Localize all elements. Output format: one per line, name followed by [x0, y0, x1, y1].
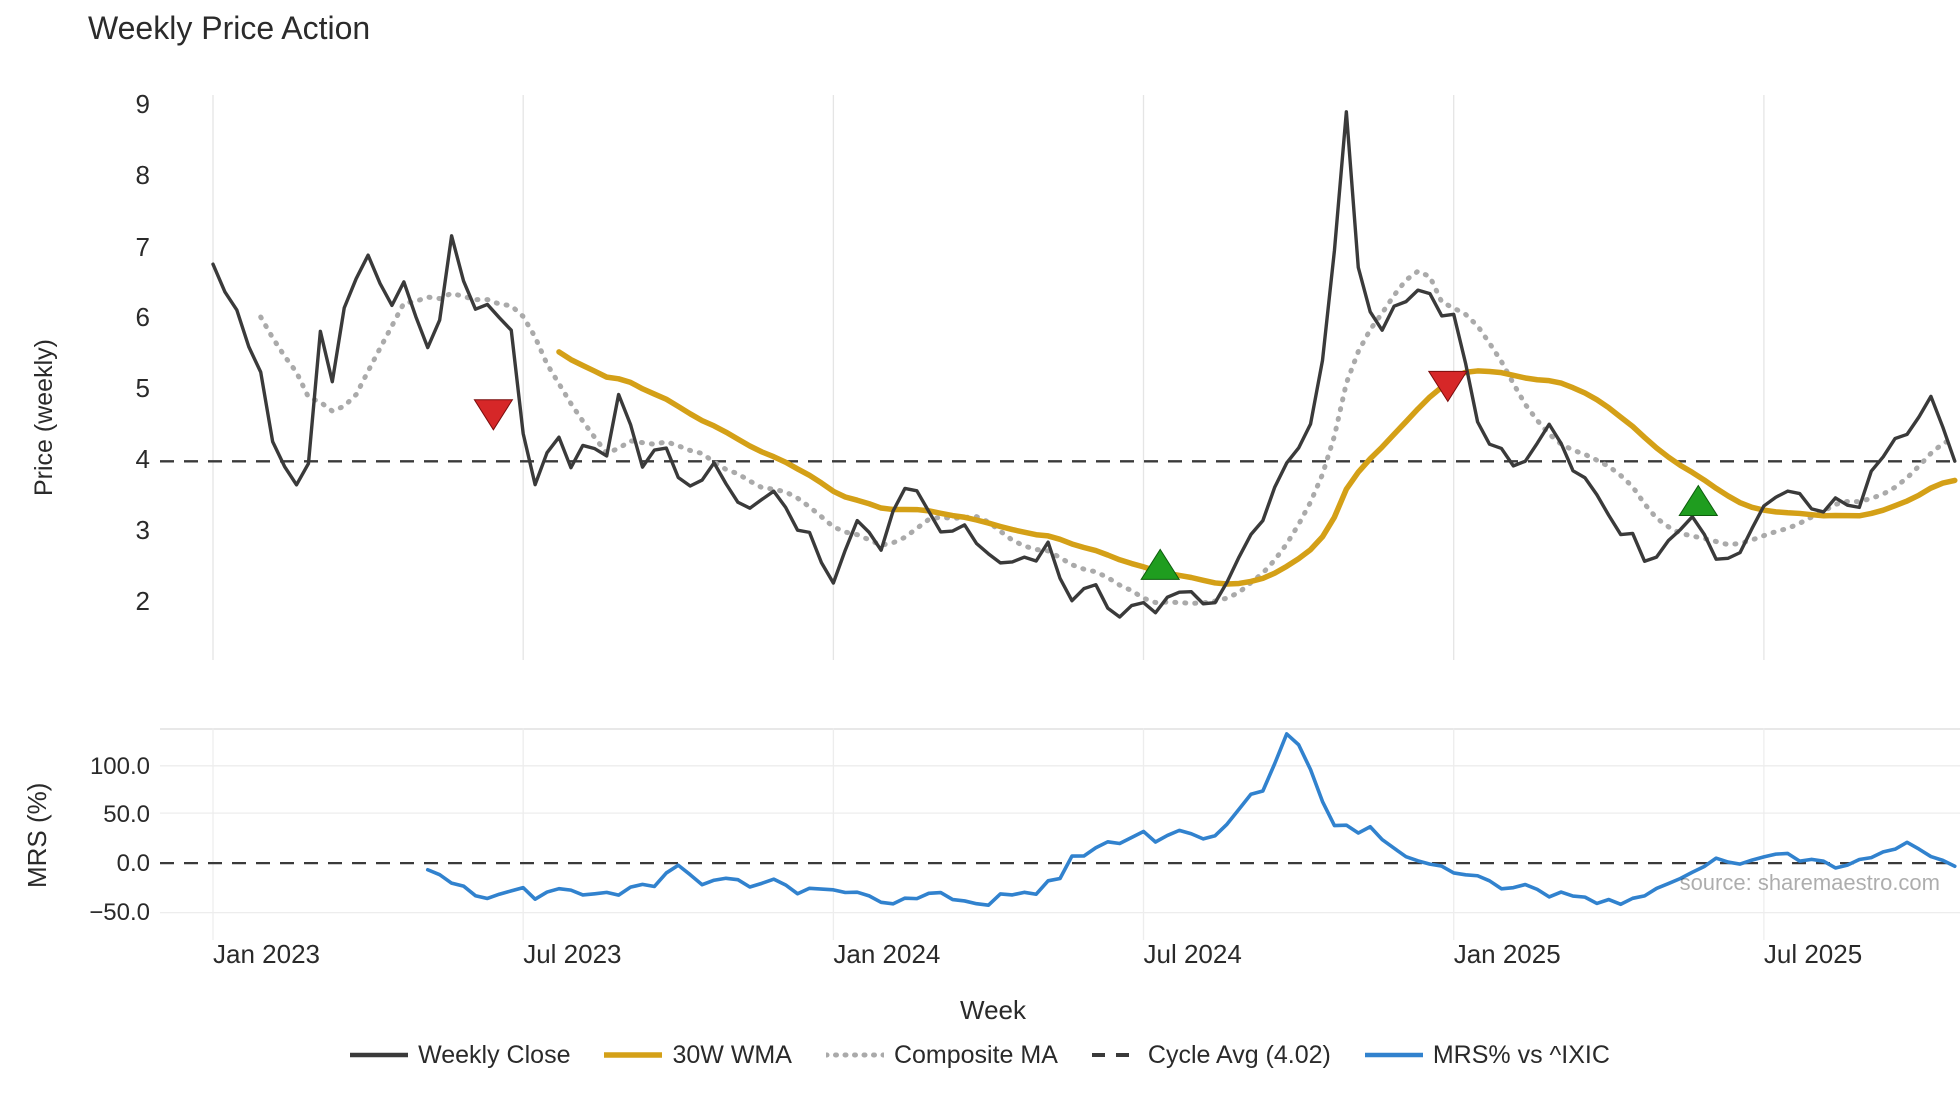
- svg-text:6: 6: [136, 302, 150, 332]
- svg-text:Jan 2023: Jan 2023: [213, 939, 320, 969]
- svg-text:100.0: 100.0: [90, 753, 150, 780]
- svg-text:8: 8: [136, 160, 150, 190]
- svg-text:3: 3: [136, 515, 150, 545]
- svg-text:2: 2: [136, 586, 150, 616]
- svg-text:50.0: 50.0: [103, 801, 150, 828]
- svg-text:9: 9: [136, 89, 150, 119]
- svg-text:4: 4: [136, 444, 150, 474]
- svg-text:Jan 2025: Jan 2025: [1454, 939, 1561, 969]
- svg-text:Jul 2024: Jul 2024: [1144, 939, 1242, 969]
- svg-text:Jul 2025: Jul 2025: [1764, 939, 1862, 969]
- svg-text:7: 7: [136, 232, 150, 262]
- svg-text:5: 5: [136, 373, 150, 403]
- svg-text:Jul 2023: Jul 2023: [523, 939, 621, 969]
- svg-text:Jan 2024: Jan 2024: [833, 939, 940, 969]
- svg-text:0.0: 0.0: [117, 850, 150, 877]
- svg-text:−50.0: −50.0: [89, 899, 150, 926]
